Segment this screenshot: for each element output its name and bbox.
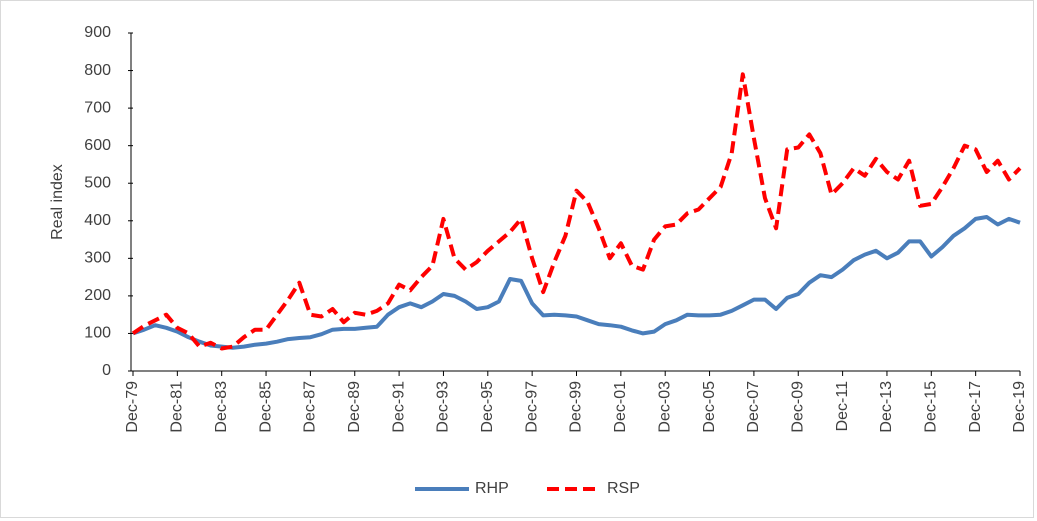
- x-tick-label: Dec-15: [923, 381, 940, 433]
- y-tick-label: 100: [84, 325, 111, 342]
- legend-label: RHP: [475, 480, 509, 497]
- y-tick-label: 600: [84, 137, 111, 154]
- series-line: [131, 72, 1022, 351]
- x-tick-label: Dec-97: [523, 381, 540, 433]
- x-tick-label: Dec-17: [967, 381, 984, 433]
- x-tick-label: Dec-13: [878, 381, 895, 433]
- x-tick-label: Dec-89: [346, 381, 363, 433]
- y-tick-label: 800: [84, 62, 111, 79]
- x-tick-label: Dec-03: [656, 381, 673, 433]
- x-tick-label: Dec-87: [302, 381, 319, 433]
- x-tick-label: Dec-79: [124, 381, 141, 433]
- y-tick-label: 400: [84, 212, 111, 229]
- y-tick-label: 0: [102, 362, 111, 379]
- x-tick-label: Dec-01: [612, 381, 629, 433]
- x-tick-label: Dec-11: [834, 381, 851, 431]
- x-tick-label: Dec-09: [789, 381, 806, 433]
- y-tick-label: 500: [84, 174, 111, 191]
- x-tick-label: Dec-19: [1011, 381, 1028, 433]
- x-tick-label: Dec-85: [257, 381, 274, 433]
- x-tick-label: Dec-91: [390, 381, 407, 433]
- x-tick-label: Dec-83: [213, 381, 230, 433]
- x-tick-label: Dec-05: [701, 381, 718, 433]
- y-tick-label: 200: [84, 287, 111, 304]
- y-tick-label: 300: [84, 250, 111, 267]
- x-tick-label: Dec-95: [479, 381, 496, 433]
- x-tick-label: Dec-81: [169, 381, 186, 433]
- legend-label: RSP: [607, 480, 640, 497]
- y-axis-label: Real index: [49, 164, 66, 240]
- x-tick-label: Dec-07: [745, 381, 762, 433]
- series-line: [132, 215, 1021, 350]
- x-tick-label: Dec-99: [568, 381, 585, 433]
- y-tick-label: 900: [84, 24, 111, 41]
- x-tick-label: Dec-93: [435, 381, 452, 433]
- y-tick-label: 700: [84, 99, 111, 116]
